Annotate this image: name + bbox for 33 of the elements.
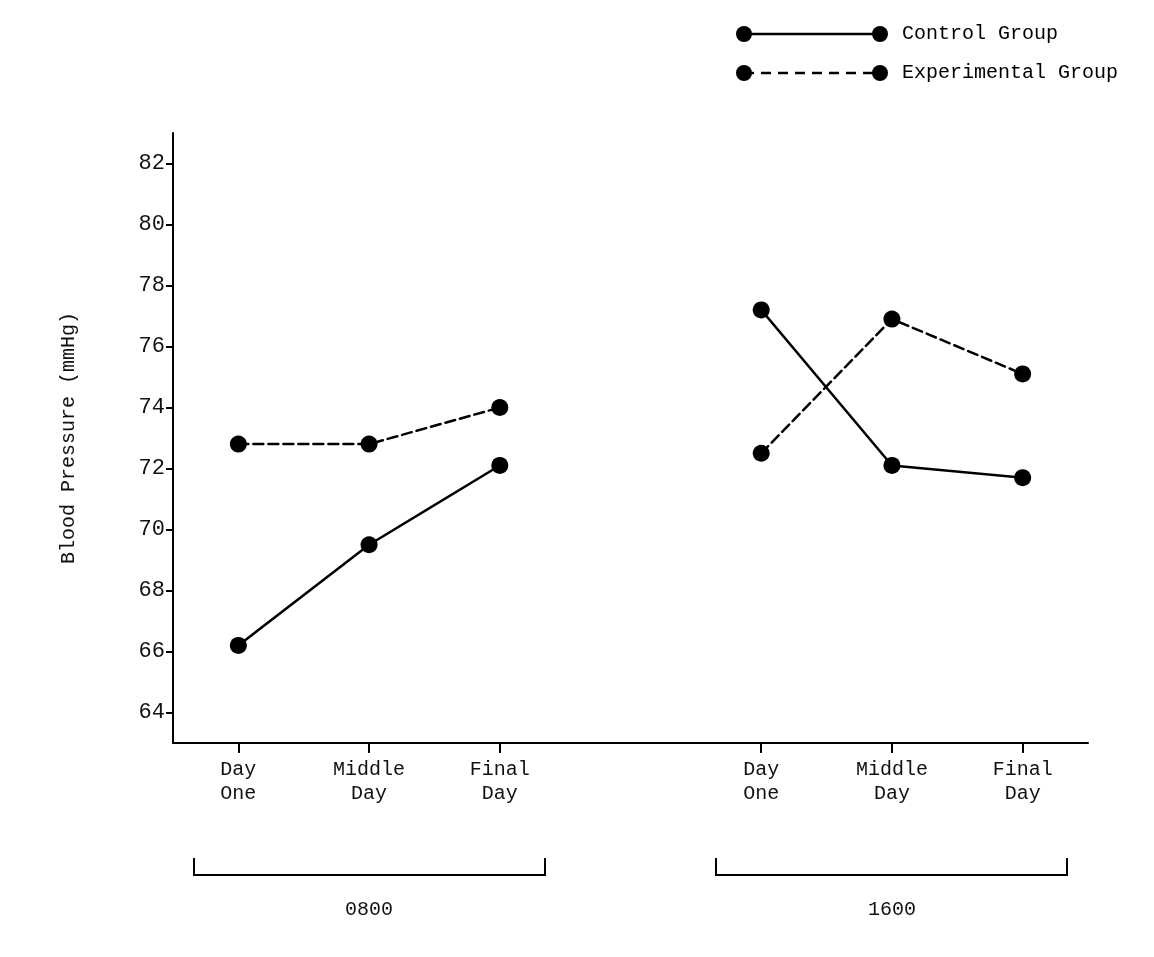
y-tick-label: 72 xyxy=(138,456,165,481)
point xyxy=(360,536,378,554)
point xyxy=(752,444,770,462)
legend-label: Control Group xyxy=(901,22,1058,45)
point xyxy=(752,301,770,319)
x-tick-label: Final Day xyxy=(992,757,1053,805)
y-tick-label: 66 xyxy=(138,639,165,664)
x-tick-label: Day One xyxy=(743,757,780,805)
y-tick-label: 64 xyxy=(138,700,165,725)
x-tick-label: Middle Day xyxy=(855,757,928,805)
point xyxy=(229,435,247,453)
point xyxy=(491,399,509,416)
point xyxy=(1014,365,1032,383)
point xyxy=(883,456,901,474)
y-axis-title: Blood Pressure (mmHg) xyxy=(56,311,80,565)
y-tick-label: 70 xyxy=(138,517,165,542)
point xyxy=(229,636,247,654)
x-tick-label: Final Day xyxy=(469,757,530,805)
point xyxy=(491,456,509,474)
y-tick-label: 68 xyxy=(138,578,165,603)
x-tick-label: Middle Day xyxy=(333,757,406,805)
point xyxy=(883,310,901,328)
x-tick-label: Day One xyxy=(220,757,257,805)
point xyxy=(360,435,378,453)
text: 1600 xyxy=(866,898,917,921)
y-tick-label: 78 xyxy=(138,273,165,298)
y-tick-label: 82 xyxy=(138,151,165,176)
y-tick-label: 74 xyxy=(138,395,165,420)
y-tick-label: 76 xyxy=(138,334,165,359)
text: 0800 xyxy=(344,898,395,921)
y-tick-label: 80 xyxy=(138,212,165,237)
point xyxy=(1014,469,1032,487)
legend-label: Experimental Group xyxy=(901,61,1118,84)
